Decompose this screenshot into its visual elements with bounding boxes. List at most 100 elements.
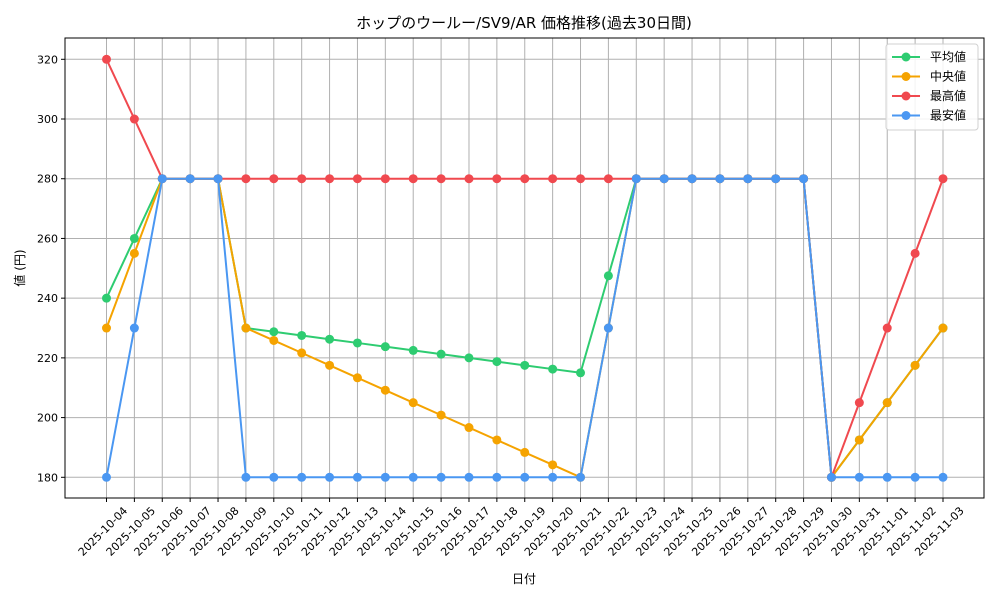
x-axis-ticks: 2025-10-042025-10-052025-10-062025-10-07… — [76, 498, 967, 559]
data-point — [352, 373, 362, 383]
legend-label: 最安値 — [930, 108, 966, 123]
data-point — [492, 472, 502, 482]
data-point — [129, 248, 139, 258]
data-point — [269, 335, 279, 345]
data-point — [241, 472, 251, 482]
data-point — [743, 174, 753, 184]
series-最安値 — [102, 174, 948, 482]
legend-label: 中央値 — [930, 69, 966, 84]
data-point — [659, 174, 669, 184]
data-point — [492, 357, 502, 367]
legend-box — [885, 43, 979, 131]
data-point — [938, 323, 948, 333]
data-point — [576, 472, 586, 482]
data-point — [325, 472, 335, 482]
data-point — [603, 174, 613, 184]
data-point — [380, 472, 390, 482]
data-point — [520, 360, 530, 370]
data-point — [408, 398, 418, 408]
data-point — [241, 174, 251, 184]
data-point — [297, 472, 307, 482]
data-point — [436, 472, 446, 482]
data-point — [854, 435, 864, 445]
data-point — [464, 174, 474, 184]
data-point — [213, 174, 223, 184]
data-point — [102, 54, 111, 64]
data-point — [102, 293, 111, 303]
data-point — [799, 174, 809, 184]
data-point — [910, 360, 920, 370]
data-point — [464, 472, 474, 482]
data-point — [631, 174, 641, 184]
data-point — [436, 410, 446, 420]
data-point — [715, 174, 725, 184]
data-point — [548, 460, 558, 470]
data-point — [436, 349, 446, 359]
y-tick-label: 260 — [37, 232, 58, 245]
data-point — [436, 174, 446, 184]
data-point — [380, 174, 390, 184]
legend-marker-icon — [901, 111, 911, 120]
data-point — [882, 323, 892, 333]
data-point — [297, 174, 307, 184]
data-point — [910, 248, 920, 258]
data-point — [548, 174, 558, 184]
data-point — [576, 368, 586, 378]
legend-item: 中央値 — [892, 69, 966, 84]
y-tick-label: 180 — [37, 471, 58, 484]
data-point — [882, 472, 892, 482]
data-point — [854, 398, 864, 408]
data-point — [910, 472, 920, 482]
data-point — [269, 472, 279, 482]
data-point — [380, 342, 390, 352]
chart-title: ホップのウールー/SV9/AR 価格推移(過去30日間) — [356, 14, 692, 32]
data-point — [297, 348, 307, 358]
legend-label: 平均値 — [930, 49, 966, 64]
data-point — [492, 174, 502, 184]
legend-marker-icon — [901, 91, 911, 101]
data-point — [325, 360, 335, 370]
y-axis-label: 値 (円) — [12, 249, 27, 286]
data-point — [408, 345, 418, 355]
y-tick-label: 240 — [37, 292, 58, 305]
data-point — [520, 174, 530, 184]
data-point — [408, 472, 418, 482]
data-point — [464, 423, 474, 433]
data-point — [352, 338, 362, 348]
data-point — [297, 330, 307, 340]
series-layer — [102, 54, 948, 482]
data-point — [882, 398, 892, 408]
legend-marker-icon — [901, 72, 911, 81]
legend-label: 最高値 — [930, 88, 966, 103]
data-point — [325, 174, 335, 184]
data-point — [129, 233, 139, 243]
grid-lines — [65, 38, 984, 498]
y-tick-label: 220 — [37, 352, 58, 365]
data-point — [129, 114, 139, 124]
data-point — [548, 472, 558, 482]
y-tick-label: 200 — [37, 412, 58, 425]
y-axis-ticks: 180 200 220 240 260 280 300 320 — [37, 53, 65, 484]
data-point — [520, 472, 530, 482]
legend-item: 最高値 — [892, 88, 966, 103]
y-tick-label: 280 — [37, 173, 58, 186]
data-point — [157, 174, 167, 184]
data-point — [771, 174, 781, 184]
y-tick-label: 320 — [37, 53, 58, 66]
data-point — [603, 271, 613, 281]
data-point — [129, 323, 139, 333]
data-point — [687, 174, 697, 184]
data-point — [603, 323, 613, 333]
x-axis-label: 日付 — [512, 572, 536, 586]
data-point — [241, 323, 251, 333]
data-point — [352, 472, 362, 482]
data-point — [352, 174, 362, 184]
data-point — [408, 174, 418, 184]
data-point — [938, 472, 948, 482]
legend-item: 平均値 — [892, 49, 966, 64]
data-point — [576, 174, 586, 184]
data-point — [380, 385, 390, 395]
data-point — [854, 472, 864, 482]
